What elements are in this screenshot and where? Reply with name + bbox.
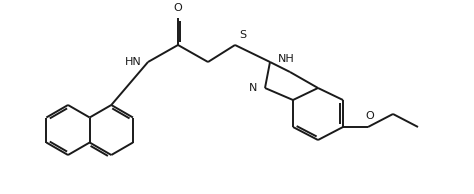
Text: S: S xyxy=(239,30,246,40)
Text: O: O xyxy=(365,111,374,121)
Text: O: O xyxy=(173,3,182,13)
Text: HN: HN xyxy=(125,57,142,67)
Text: NH: NH xyxy=(278,54,294,64)
Text: N: N xyxy=(249,83,257,93)
